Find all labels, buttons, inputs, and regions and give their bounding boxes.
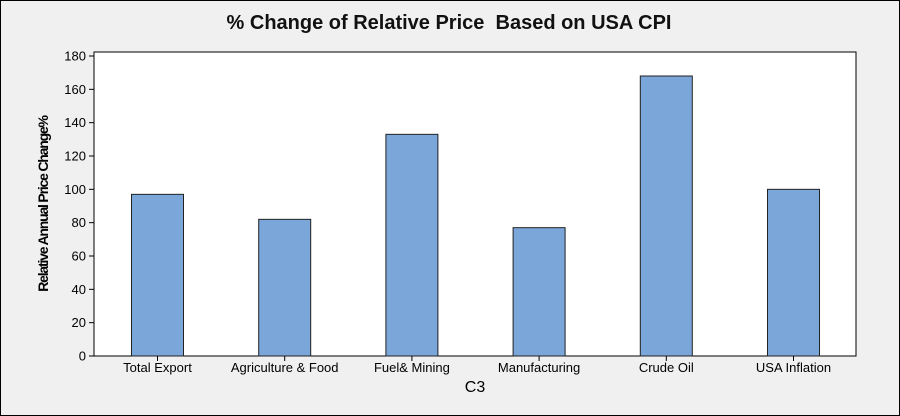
- y-tick-label: 140: [64, 115, 86, 130]
- bar-total-export: [131, 193, 184, 357]
- y-tick-label: 160: [64, 82, 86, 97]
- chart-title: % Change of Relative Price Based on USA …: [226, 12, 672, 34]
- bar-manufacturing: [512, 227, 566, 357]
- bar-crude-oil: [639, 75, 693, 357]
- bar-usa-inflation: [767, 188, 820, 357]
- x-tick-label: Total Export: [123, 360, 192, 375]
- y-tick-label: 0: [79, 349, 86, 364]
- x-tick-label: Manufacturing: [498, 360, 580, 375]
- x-tick-label: Fuel& Mining: [374, 360, 450, 375]
- x-axis: Total Export Agriculture & Food Fuel& Mini…: [123, 356, 831, 375]
- x-tick-label: Crude Oil: [639, 360, 694, 375]
- y-tick-label: 20: [72, 315, 86, 330]
- y-tick-label: 80: [72, 215, 86, 230]
- x-tick-label: USA Inflation: [756, 360, 831, 375]
- y-axis: 0 20 40 60 80 100 120 140 160 180: [64, 49, 94, 364]
- y-tick-label: 120: [64, 149, 86, 164]
- bar-fuel-mining: [385, 133, 439, 357]
- bars: [131, 75, 820, 357]
- y-tick-label: 100: [64, 182, 86, 197]
- x-tick-label: Agriculture & Food: [231, 360, 339, 375]
- bar-agriculture-food: [258, 218, 312, 357]
- y-tick-label: 40: [72, 282, 86, 297]
- x-axis-title: C3: [465, 379, 486, 396]
- y-axis-title: Relative Annual Price Change%: [35, 114, 51, 291]
- plot-area: [93, 51, 857, 357]
- y-tick-label: 180: [64, 49, 86, 64]
- y-tick-label: 60: [72, 249, 86, 264]
